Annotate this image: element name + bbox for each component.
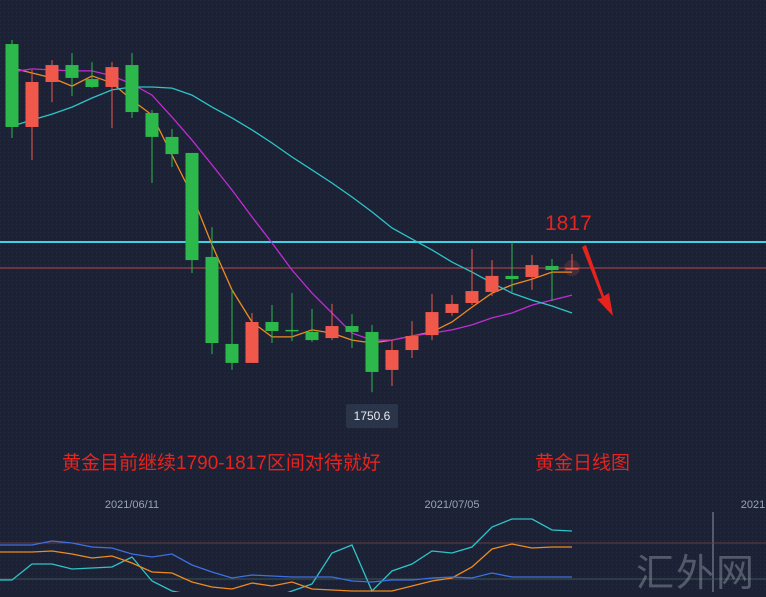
candle-body [425, 312, 439, 336]
moving-average-ma_mid [11, 68, 573, 341]
candle-body [405, 336, 419, 351]
candle-body [165, 136, 179, 155]
candle-body [485, 275, 499, 292]
candle-body [525, 265, 539, 278]
last-candle-glow [564, 259, 580, 276]
candle-body [345, 326, 359, 332]
candle-body [125, 65, 139, 113]
candle-body [245, 322, 259, 363]
candle-body [25, 81, 39, 127]
candle-body [85, 79, 99, 87]
candle-body [305, 331, 319, 341]
candle-body [505, 275, 519, 280]
candle-body [65, 65, 79, 78]
watermark-logo: 汇外网 [636, 551, 757, 595]
candle-body [145, 112, 159, 137]
moving-average-ma_slow [11, 86, 573, 314]
chart-caption: 黄金日线图 [535, 453, 631, 474]
candle-body [105, 67, 119, 87]
x-tick-label: 2021 [740, 499, 766, 511]
indicator-line-cyan [0, 518, 573, 592]
candle-body [545, 265, 559, 271]
candle-body [5, 44, 19, 127]
candle-body [185, 152, 199, 261]
resistance-label: 1817 [545, 212, 592, 235]
candle-body [365, 331, 379, 372]
candle-body [285, 329, 299, 332]
candle-body [325, 326, 339, 339]
indicator-line-orange [0, 543, 572, 592]
low-price-marker: 1750.6 [346, 404, 398, 428]
candle-body [45, 65, 59, 82]
candle-body [445, 303, 459, 313]
candle-body [385, 350, 399, 370]
candle-body [205, 256, 219, 344]
candle-body [265, 322, 279, 332]
comment-annotation: 黄金目前继续1790-1817区间对待就好 [62, 453, 381, 474]
indicator-panel [0, 518, 573, 592]
x-tick-label: 2021/07/05 [424, 499, 480, 511]
x-tick-label: 2021/06/11 [104, 499, 160, 511]
candle-body [465, 291, 479, 304]
indicator-line-blue [0, 540, 572, 583]
down-arrow-icon [582, 245, 613, 316]
candle-body [565, 267, 579, 270]
candle-body [225, 343, 239, 363]
